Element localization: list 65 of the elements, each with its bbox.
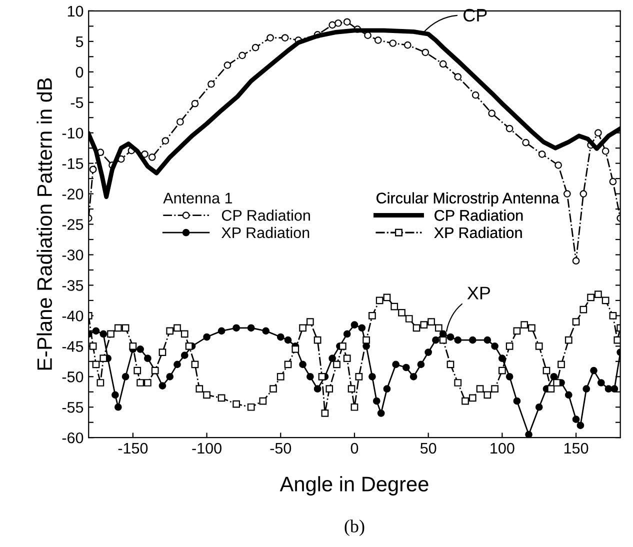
point: [364, 32, 372, 39]
point: [422, 48, 430, 56]
point: [224, 62, 232, 69]
point: [580, 190, 588, 198]
y-tick-label: -55: [62, 402, 84, 413]
legend-label: CP Radiation: [222, 210, 310, 221]
point: [328, 21, 336, 29]
y-tick-label: -20: [62, 188, 84, 200]
y-tick-label: -10: [62, 128, 84, 139]
x-tick-label: -100: [192, 442, 222, 454]
point: [191, 100, 199, 108]
point: [374, 36, 382, 44]
point: [488, 110, 496, 118]
point: [554, 161, 562, 169]
annotation: Circular Microstrip Antenna: [376, 192, 560, 207]
point: [208, 80, 215, 88]
y-tick-label: -15: [62, 158, 84, 170]
legend-label: XP Radiation: [222, 226, 310, 238]
x-axis-title: Angle in Degree: [280, 476, 428, 496]
legend-label: XP Radiation: [434, 226, 522, 238]
y-tick-label: -25: [62, 219, 84, 230]
point: [389, 40, 397, 47]
point: [522, 138, 530, 146]
point: [89, 166, 97, 174]
y-tick-label: 5: [76, 36, 84, 48]
y-tick-label: -45: [62, 341, 84, 352]
annotation: Antenna 1: [163, 192, 232, 204]
point: [148, 154, 156, 161]
point: [563, 190, 571, 198]
point: [176, 118, 184, 126]
point: [594, 129, 602, 137]
point: [439, 60, 447, 68]
point: [334, 19, 342, 27]
point: [266, 34, 274, 42]
y-axis-title: E-Plane Radiation Pattern in dB: [36, 78, 52, 370]
annotation: XP: [467, 286, 490, 300]
point: [609, 178, 617, 186]
text: (b): [344, 520, 364, 536]
legend-label: CP Radiation: [434, 210, 523, 221]
point: [238, 52, 246, 60]
point: [572, 257, 580, 265]
point: [404, 41, 412, 49]
point: [343, 18, 351, 26]
x-tick-label: -50: [270, 442, 292, 454]
point: [472, 91, 480, 99]
x-tick-label: 50: [420, 442, 436, 454]
x-tick-label: 100: [490, 442, 514, 454]
y-tick-label: -5: [70, 97, 84, 108]
point: [506, 124, 514, 132]
y-tick-label: -35: [62, 280, 84, 291]
point: [162, 137, 170, 144]
point: [602, 147, 610, 155]
y-tick-label: 10: [68, 6, 84, 17]
point: [538, 150, 546, 158]
x-tick-label: 150: [564, 442, 588, 454]
x-tick-label: -150: [118, 442, 148, 454]
x-tick-label: 0: [350, 442, 358, 454]
point: [281, 34, 289, 42]
y-tick-label: -50: [62, 372, 84, 382]
y-tick-label: -40: [62, 310, 84, 322]
point: [252, 44, 260, 52]
y-tick-label: -60: [62, 432, 84, 444]
y-tick-label: 0: [76, 66, 84, 78]
y-tick-label: -30: [62, 250, 84, 260]
point: [454, 73, 462, 80]
